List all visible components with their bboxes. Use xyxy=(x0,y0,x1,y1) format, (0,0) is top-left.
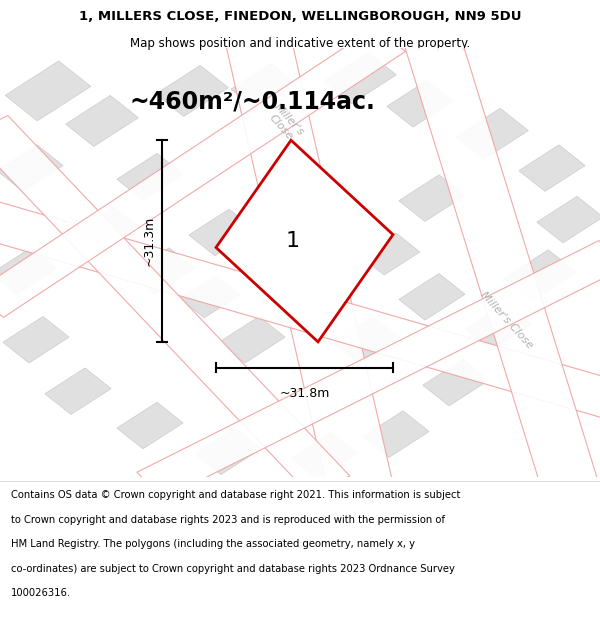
Text: Miller's Close: Miller's Close xyxy=(479,290,535,351)
Text: to Crown copyright and database rights 2023 and is reproduced with the permissio: to Crown copyright and database rights 2… xyxy=(11,515,445,525)
Text: ~31.8m: ~31.8m xyxy=(280,387,329,400)
Polygon shape xyxy=(226,36,392,489)
Polygon shape xyxy=(503,250,577,301)
Polygon shape xyxy=(0,248,57,294)
Polygon shape xyxy=(195,428,261,474)
Polygon shape xyxy=(291,432,357,479)
Polygon shape xyxy=(519,145,585,191)
Polygon shape xyxy=(0,116,350,495)
Polygon shape xyxy=(216,140,393,342)
Text: HM Land Registry. The polygons (including the associated geometry, namely x, y: HM Land Registry. The polygons (includin… xyxy=(11,539,415,549)
Polygon shape xyxy=(231,63,297,110)
Polygon shape xyxy=(117,153,183,200)
Polygon shape xyxy=(363,411,429,458)
Polygon shape xyxy=(137,241,600,499)
Polygon shape xyxy=(423,359,489,406)
Polygon shape xyxy=(5,61,91,121)
Text: Miller's
Close: Miller's Close xyxy=(264,101,306,145)
Text: co-ordinates) are subject to Crown copyright and database rights 2023 Ordnance S: co-ordinates) are subject to Crown copyr… xyxy=(11,564,455,574)
Text: 1: 1 xyxy=(286,231,299,251)
Polygon shape xyxy=(117,402,183,449)
Polygon shape xyxy=(129,248,195,294)
Polygon shape xyxy=(0,28,406,318)
Text: 100026316.: 100026316. xyxy=(11,588,71,598)
Polygon shape xyxy=(189,209,255,256)
Polygon shape xyxy=(323,52,397,104)
Polygon shape xyxy=(219,316,285,363)
Polygon shape xyxy=(78,207,138,249)
Polygon shape xyxy=(537,196,600,243)
Polygon shape xyxy=(65,96,139,146)
Polygon shape xyxy=(155,66,229,116)
Text: ~460m²/~0.114ac.: ~460m²/~0.114ac. xyxy=(129,89,375,114)
Polygon shape xyxy=(45,368,111,414)
Polygon shape xyxy=(180,276,240,318)
Polygon shape xyxy=(465,304,531,350)
Polygon shape xyxy=(387,81,453,127)
Polygon shape xyxy=(0,145,63,191)
Text: 1, MILLERS CLOSE, FINEDON, WELLINGBOROUGH, NN9 5DU: 1, MILLERS CLOSE, FINEDON, WELLINGBOROUG… xyxy=(79,9,521,22)
Polygon shape xyxy=(333,316,399,363)
Text: Map shows position and indicative extent of the property.: Map shows position and indicative extent… xyxy=(130,38,470,51)
Text: ~31.3m: ~31.3m xyxy=(142,216,155,266)
Polygon shape xyxy=(3,316,69,363)
Polygon shape xyxy=(0,202,600,418)
Text: Contains OS data © Crown copyright and database right 2021. This information is : Contains OS data © Crown copyright and d… xyxy=(11,491,460,501)
Polygon shape xyxy=(399,175,465,221)
Polygon shape xyxy=(455,108,529,159)
Polygon shape xyxy=(399,274,465,320)
Polygon shape xyxy=(360,233,420,275)
Polygon shape xyxy=(404,35,598,490)
